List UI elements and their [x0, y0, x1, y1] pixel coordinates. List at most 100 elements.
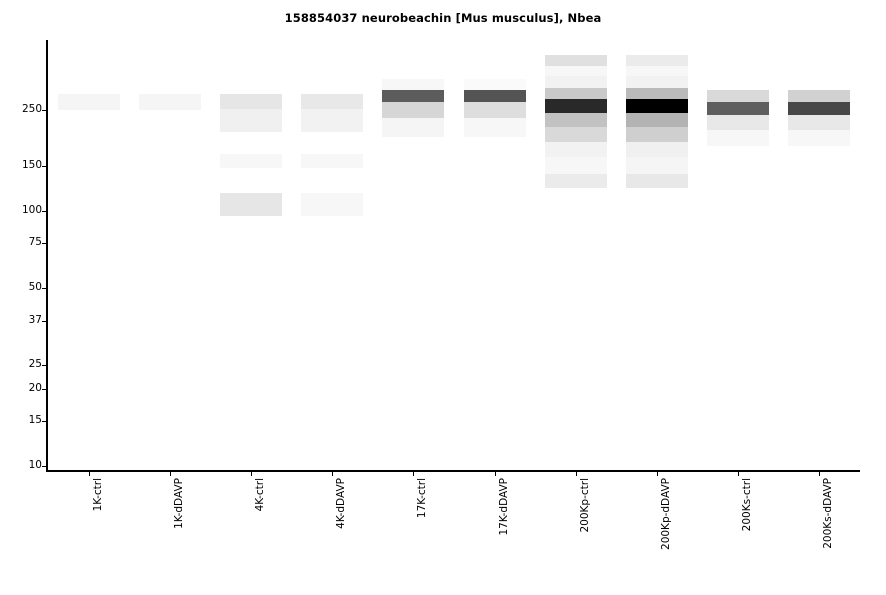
x-axis-tick — [819, 472, 821, 476]
y-axis-label: 20 — [28, 382, 42, 395]
blot-band — [626, 75, 688, 88]
y-axis-tick — [42, 166, 47, 168]
blot-band — [544, 55, 607, 67]
blot-band — [382, 118, 445, 137]
y-axis-tick-group: 250 150 100 75 50 37 25 20 15 10 — [0, 0, 42, 595]
blot-band — [626, 88, 688, 100]
plot-area — [48, 40, 860, 471]
x-axis-label-text: 1K-ctrl — [91, 478, 104, 512]
blot-band — [707, 89, 770, 103]
y-axis-tick — [42, 243, 47, 245]
x-axis-label-text: 200Ks-ctrl — [741, 478, 754, 532]
blot-lane[interactable] — [707, 40, 770, 471]
x-axis-label: 200Ks-ctrl — [741, 478, 754, 532]
blot-band — [301, 153, 364, 168]
y-axis-tick — [42, 389, 47, 391]
x-axis-label: 200Kp-dDAVP — [660, 478, 672, 550]
x-axis-tick — [494, 472, 496, 476]
x-axis-label: 1K-dDAVP — [172, 478, 185, 529]
blot-band — [788, 102, 851, 116]
blot-band — [220, 109, 282, 132]
x-axis-label: 4K-ctrl — [254, 478, 266, 512]
x-axis-tick — [169, 472, 171, 476]
blot-band — [301, 109, 364, 132]
blot-band — [626, 99, 688, 114]
x-axis-label-text: 1K-dDAVP — [172, 478, 185, 529]
blot-lane[interactable] — [382, 40, 445, 471]
x-axis-line — [46, 470, 860, 472]
x-axis-label-text: 200Kp-dDAVP — [660, 478, 672, 550]
y-axis-label: 25 — [28, 357, 42, 370]
x-axis-tick — [251, 472, 252, 476]
blot-band — [301, 193, 364, 216]
x-axis-label-text: 17K-ctrl — [416, 478, 429, 519]
y-axis-tick — [42, 110, 47, 111]
blot-band — [544, 99, 607, 114]
blot-band — [544, 113, 607, 128]
blot-band — [626, 127, 688, 142]
y-axis-line — [46, 40, 48, 472]
blot-band — [463, 118, 526, 137]
blot-band — [626, 174, 688, 188]
blot-lane[interactable] — [57, 40, 120, 471]
blot-band — [788, 115, 851, 131]
x-axis-tick — [575, 472, 577, 476]
x-axis-label: 17K-dDAVP — [497, 478, 510, 536]
blot-band — [626, 141, 688, 157]
x-axis-label-text: 200Kp-ctrl — [578, 478, 591, 533]
x-axis-tick — [332, 472, 334, 476]
y-axis-tick — [42, 466, 47, 467]
y-axis-label: 150 — [21, 159, 42, 172]
y-axis-tick — [42, 321, 47, 323]
blot-band — [544, 75, 607, 88]
blot-band — [544, 66, 607, 76]
blot-band — [707, 102, 770, 116]
blot-band — [301, 93, 364, 110]
y-axis-label: 50 — [28, 281, 42, 293]
y-axis-tick — [42, 421, 47, 423]
y-axis-label: 100 — [21, 204, 42, 217]
blot-band — [544, 127, 607, 142]
blot-band — [544, 174, 607, 188]
y-axis-label: 75 — [28, 236, 42, 249]
blot-band — [463, 79, 526, 90]
y-axis-label: 250 — [21, 103, 42, 115]
blot-band — [544, 156, 607, 175]
blot-band — [382, 102, 445, 119]
blot-band — [788, 89, 851, 103]
x-axis-label-text: 200Ks-dDAVP — [822, 478, 835, 549]
x-axis-tick — [738, 472, 740, 476]
blot-band — [544, 141, 607, 157]
blot-band — [626, 55, 688, 67]
blot-band — [463, 89, 526, 103]
blot-band — [626, 113, 688, 128]
blot-band — [382, 79, 445, 90]
y-axis-label: 37 — [28, 314, 42, 327]
blot-band — [463, 102, 526, 119]
blot-lane[interactable] — [220, 40, 282, 471]
x-axis-tick — [657, 472, 658, 476]
blot-band — [220, 93, 282, 110]
x-axis-label-text: 17K-dDAVP — [497, 478, 510, 536]
blot-band — [707, 115, 770, 131]
blot-band — [220, 193, 282, 216]
blot-lane[interactable] — [788, 40, 851, 471]
x-axis-tick — [88, 472, 90, 476]
blot-band — [57, 93, 120, 110]
blot-lane[interactable] — [301, 40, 364, 471]
blot-lane[interactable] — [626, 40, 688, 471]
blot-band — [626, 156, 688, 175]
x-axis-label-text: 4K-dDAVP — [335, 478, 348, 529]
blot-lane[interactable] — [138, 40, 201, 471]
blot-lane[interactable] — [463, 40, 526, 471]
y-axis-tick — [42, 288, 47, 289]
x-axis-label: 200Ks-dDAVP — [822, 478, 835, 549]
x-axis-label: 1K-ctrl — [91, 478, 104, 512]
y-axis-tick — [42, 211, 47, 213]
x-axis-tick — [413, 472, 415, 476]
x-axis-label-text: 4K-ctrl — [254, 478, 266, 512]
blot-lane[interactable] — [544, 40, 607, 471]
x-axis-label: 4K-dDAVP — [335, 478, 348, 529]
x-axis-label: 17K-ctrl — [416, 478, 429, 519]
